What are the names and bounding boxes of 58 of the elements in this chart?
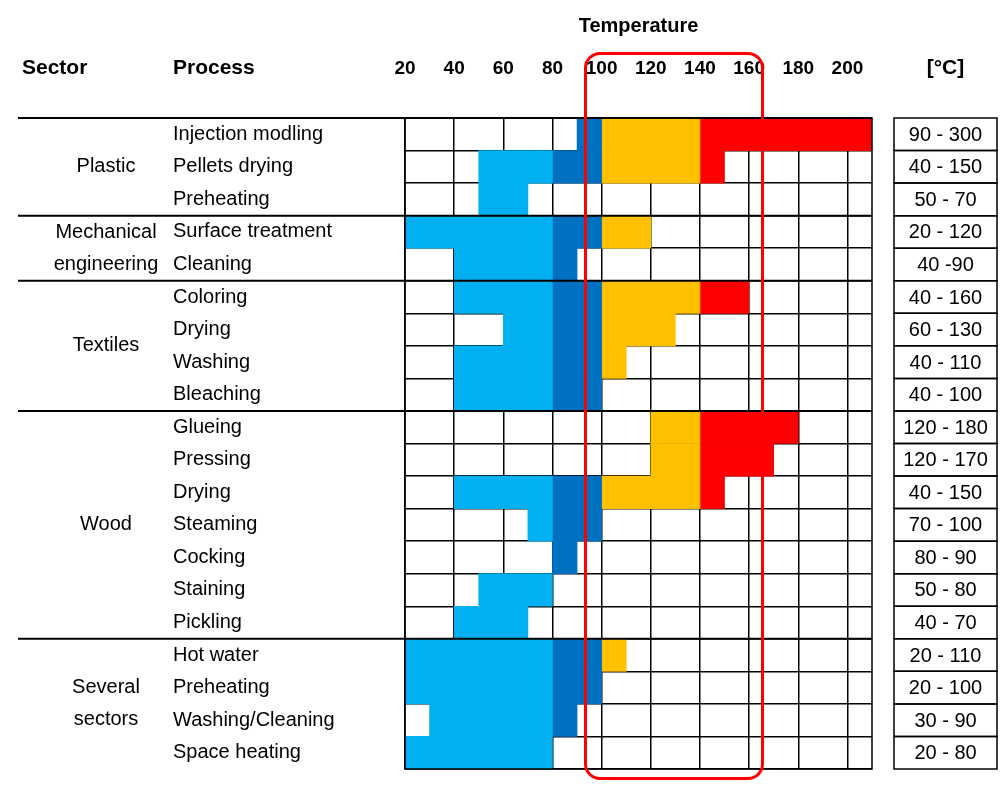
x-axis-title: Temperature xyxy=(578,13,699,36)
text: 60 - 130 xyxy=(908,318,983,341)
y-tick-label: Surface treatment xyxy=(173,219,333,242)
x-tick-label: 120 xyxy=(634,56,667,78)
y-tick-label: Pickling xyxy=(173,610,242,633)
text: 70 - 100 xyxy=(908,513,983,536)
y-tick-label: Preheating xyxy=(173,186,270,209)
text: 40 - 100 xyxy=(908,383,983,406)
text: Textiles xyxy=(72,333,140,356)
text: 40 - 70 xyxy=(914,611,977,634)
y-tick-label: Injection modling xyxy=(173,121,324,144)
text: 40 -90 xyxy=(917,252,974,275)
y-tick-label: Pressing xyxy=(173,447,251,470)
x-tick-label: 140 xyxy=(684,56,716,78)
x-tick-label: 200 xyxy=(831,56,864,78)
text: 20 - 110 xyxy=(909,643,982,666)
y-tick-label: Hot water xyxy=(173,642,259,665)
y-tick-label: Coloring xyxy=(173,284,248,307)
x-tick-label: 180 xyxy=(782,56,815,78)
y-tick-label: Drying xyxy=(173,317,231,340)
y-tick-label: Glueing xyxy=(173,414,242,437)
y-tick-label: Staining xyxy=(173,577,246,600)
x-tick-label: 40 xyxy=(443,56,465,78)
y-tick-label: Drying xyxy=(173,479,231,502)
text: 50 - 70 xyxy=(914,187,977,210)
y-tick-label: Preheating xyxy=(173,675,270,698)
text: 40 - 150 xyxy=(908,155,983,178)
text: 50 - 80 xyxy=(914,578,977,601)
text: Plastic xyxy=(76,154,136,177)
y-tick-label: Space heating xyxy=(173,740,301,763)
text: Several sectors xyxy=(72,675,140,730)
text: Wood xyxy=(80,512,132,535)
text: 80 - 90 xyxy=(914,545,977,568)
text: 40 - 150 xyxy=(908,480,983,503)
text: 30 - 90 xyxy=(914,708,977,731)
y-tick-label: Washing/Cleaning xyxy=(173,707,335,730)
y-tick-label: Steaming xyxy=(173,512,258,535)
text: 40 - 110 xyxy=(909,350,982,373)
x-tick-label: 60 xyxy=(492,56,514,78)
y-axis-title: Process xyxy=(173,54,255,78)
y-tick-label: Cocking xyxy=(173,544,246,567)
y-tick-label: Bleaching xyxy=(173,382,261,405)
y-tick-label: Washing xyxy=(173,349,251,372)
text: Mechanical engineering xyxy=(53,219,159,274)
x-tick-label: 100 xyxy=(585,56,618,78)
text: 90 - 300 xyxy=(908,122,983,145)
text: 120 - 170 xyxy=(903,448,988,471)
x-tick-label: 80 xyxy=(541,56,564,78)
text: 120 - 180 xyxy=(903,415,988,438)
x-tick-label: 20 xyxy=(394,56,416,78)
y2-axis-title: [°C] xyxy=(926,54,965,78)
text: 20 - 80 xyxy=(914,741,977,764)
text: 40 - 160 xyxy=(908,285,983,308)
y-tick-label: Cleaning xyxy=(173,251,252,274)
y-tick-label: Pellets drying xyxy=(173,154,294,177)
text: Sector xyxy=(22,54,88,78)
text: 20 - 120 xyxy=(908,220,983,243)
text: 20 - 100 xyxy=(908,676,983,699)
